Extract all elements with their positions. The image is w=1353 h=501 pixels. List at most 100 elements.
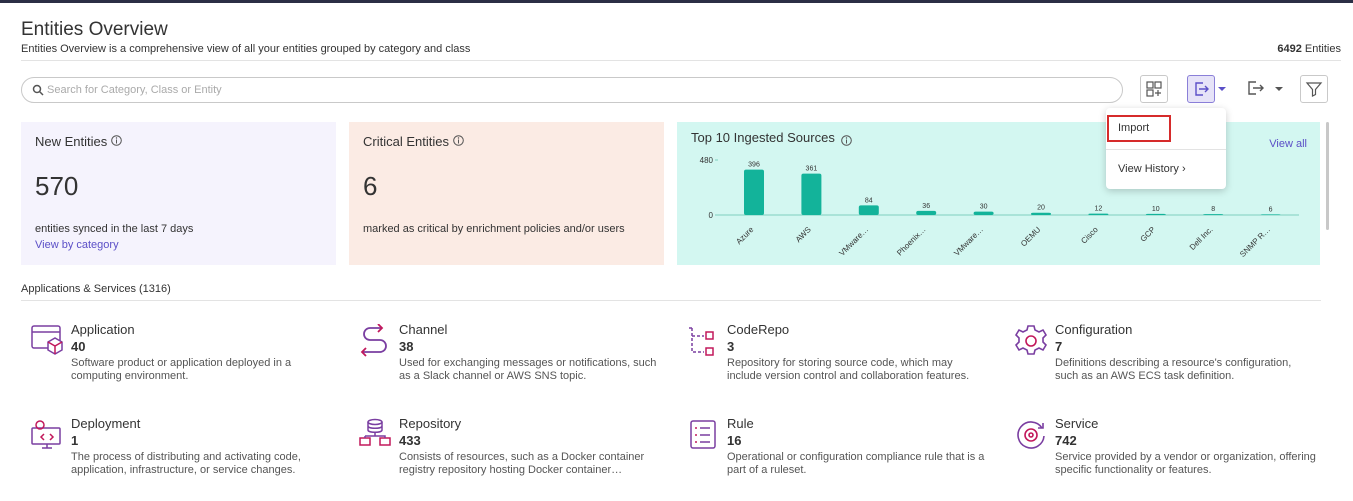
entity-item[interactable]: CodeRepo 3 Repository for storing source… [686, 322, 986, 402]
channel-icon [360, 324, 387, 357]
item-count: 16 [727, 433, 742, 448]
bar [973, 211, 994, 215]
bar [1203, 214, 1224, 215]
card-value: 570 [35, 171, 79, 201]
entity-item[interactable]: Deployment 1 The process of distributing… [30, 416, 330, 496]
chart: Top 10 Ingested Sources View all 0 480 Azu… [691, 130, 1307, 259]
info-icon [111, 135, 122, 146]
x-tick-label: Dell Inc. [1188, 225, 1215, 252]
value-label: 6 [1269, 206, 1273, 213]
x-tick-label: GCP [1139, 225, 1158, 244]
item-count: 40 [71, 339, 86, 354]
y-tick-label: 480 [700, 156, 714, 165]
import-icon [1195, 82, 1209, 96]
item-name: Channel [399, 322, 448, 337]
value-label: 30 [980, 204, 988, 211]
filter-button[interactable] [1300, 75, 1328, 103]
card-caption: entities synced in the last 7 days [35, 223, 194, 235]
info-icon [452, 135, 464, 146]
x-tick-label: VMware… [837, 225, 870, 258]
total-entities: 6492 Entities [1277, 43, 1341, 55]
filter-icon [1305, 82, 1323, 97]
card-title: New Entities [35, 134, 122, 149]
value-label: 10 [1152, 206, 1160, 213]
grid-icon [1146, 81, 1162, 97]
item-description: Definitions describing a resource's conf… [1055, 357, 1292, 382]
configuration-icon [1014, 325, 1048, 355]
card-caption: marked as critical by enrichment policie… [363, 223, 625, 235]
card-title: Critical Entities [363, 134, 464, 149]
card-value: 6 [363, 171, 378, 201]
item-name: Service [1055, 416, 1099, 431]
top-sources-card: Top 10 Ingested Sources View all 0 480 Azu… [677, 122, 1320, 265]
item-name: Application [71, 322, 135, 337]
item-count: 1 [71, 433, 79, 448]
total-count: 6492 [1277, 43, 1302, 55]
item-name: Configuration [1055, 322, 1133, 337]
total-label: Entities [1304, 43, 1341, 55]
y-tick-label: 0 [709, 211, 714, 220]
item-name: Rule [727, 416, 754, 431]
divider [21, 60, 1341, 61]
x-tick-label: AWS [794, 225, 813, 244]
view-all-link[interactable]: View all [1269, 138, 1307, 150]
import-menu: Import View History › [1106, 108, 1226, 189]
divider [21, 300, 1321, 301]
value-label: 361 [806, 166, 818, 173]
application-icon [31, 325, 63, 355]
search-placeholder: Search for Category, Class or Entity [47, 84, 222, 96]
item-description: Software product or application deployed… [71, 357, 292, 382]
scrollbar[interactable] [1326, 122, 1329, 230]
item-description: Repository for storing source code, whic… [727, 357, 970, 382]
item-name: CodeRepo [727, 322, 790, 337]
card-link[interactable]: View by category [35, 239, 119, 251]
rule-icon [690, 420, 716, 449]
entity-item[interactable]: Channel 38 Used for exchanging messages … [358, 322, 658, 402]
bar [744, 169, 764, 215]
bar [1145, 213, 1166, 215]
info-icon [841, 135, 852, 146]
repository-icon [359, 418, 391, 446]
value-label: 36 [922, 203, 930, 210]
item-count: 3 [727, 339, 735, 354]
bar [916, 210, 937, 215]
x-tick-label: Phoenix… [895, 225, 927, 257]
value-label: 84 [865, 197, 873, 204]
item-name: Repository [399, 416, 462, 431]
highlight-box [1107, 115, 1171, 142]
value-label: 396 [748, 162, 760, 169]
x-tick-label: Cisco [1079, 225, 1100, 246]
item-description: Used for exchanging messages or notifica… [399, 357, 657, 382]
bar [1031, 212, 1051, 215]
bar [1260, 214, 1281, 215]
page-subtitle: Entities Overview is a comprehensive vie… [21, 43, 471, 55]
import-button[interactable] [1187, 75, 1215, 103]
bar [801, 173, 822, 215]
section-title: Applications & Services (1316) [21, 283, 171, 295]
top-bar [0, 0, 1353, 3]
x-tick-label: Azure [734, 225, 756, 247]
item-name: Deployment [71, 416, 141, 431]
entity-item[interactable]: Configuration 7 Definitions describing a… [1014, 322, 1314, 402]
menu-item[interactable]: View History › [1118, 163, 1186, 175]
search-box[interactable]: Search for Category, Class or Entity [21, 77, 1123, 103]
item-description: Service provided by a vendor or organiza… [1055, 451, 1316, 476]
x-tick-label: OEMU [1019, 225, 1042, 248]
add-view-button[interactable] [1140, 75, 1168, 103]
menu-item[interactable]: Import [1118, 122, 1150, 134]
new-entities-card: New Entities 570 entities synced in the … [21, 122, 336, 265]
page-title: Entities Overview [21, 19, 168, 40]
entity-item[interactable]: Rule 16 Operational or configuration com… [686, 416, 986, 496]
item-description: Operational or configuration compliance … [727, 451, 985, 476]
critical-entities-card: Critical Entities 6 marked as critical b… [349, 122, 664, 265]
card-title-text: Critical Entities [363, 134, 449, 149]
entity-item[interactable]: Application 40 Software product or appli… [30, 322, 330, 402]
export-button[interactable] [1243, 75, 1271, 103]
caret[interactable] [1274, 86, 1284, 92]
card-title-text: New Entities [35, 134, 108, 149]
entity-item[interactable]: Repository 433 Consists of resources, su… [358, 416, 658, 496]
caret[interactable] [1217, 86, 1227, 92]
entity-item[interactable]: Service 742 Service provided by a vendor… [1014, 416, 1316, 496]
menu-divider [1106, 149, 1226, 150]
item-count: 433 [399, 433, 421, 448]
